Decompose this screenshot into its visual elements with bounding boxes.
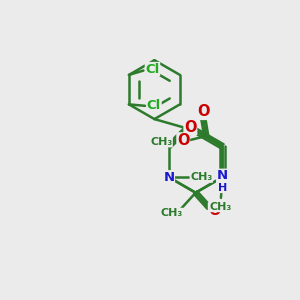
Text: Cl: Cl: [145, 62, 160, 76]
Text: Cl: Cl: [147, 99, 161, 112]
Text: H: H: [218, 182, 227, 193]
Text: N: N: [163, 171, 174, 184]
Text: O: O: [184, 120, 196, 135]
Text: O: O: [177, 133, 190, 148]
Text: O: O: [208, 203, 221, 218]
Text: N: N: [217, 171, 228, 184]
Text: O: O: [197, 104, 209, 119]
Text: CH₃: CH₃: [161, 208, 183, 218]
Text: CH₃: CH₃: [190, 172, 212, 182]
Text: N: N: [217, 169, 228, 182]
Text: CH₃: CH₃: [210, 202, 232, 212]
Text: CH₃: CH₃: [150, 137, 172, 147]
